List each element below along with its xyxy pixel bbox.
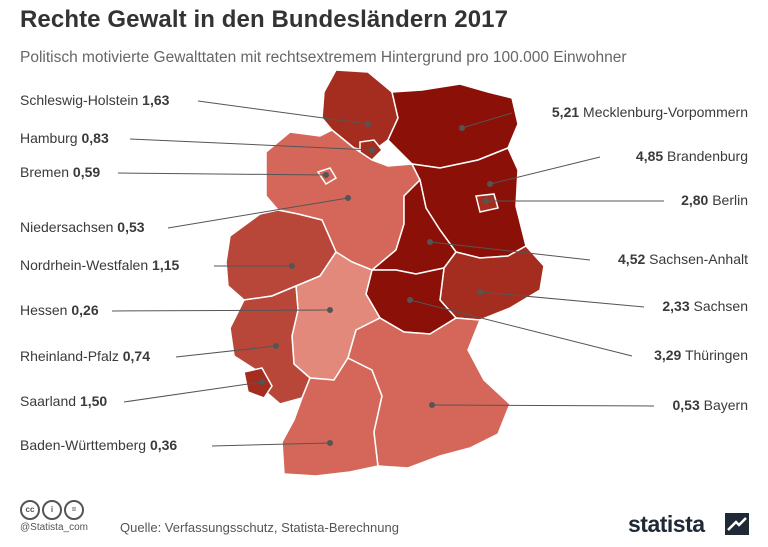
label-saarland: Saarland 1,50: [20, 393, 110, 409]
label-brandenburg: 4,85 Brandenburg: [632, 148, 748, 164]
label-sachsen: 2,33 Sachsen: [659, 298, 748, 314]
state-bayern: [347, 317, 511, 469]
label-sachsen-anhalt: 4,52 Sachsen-Anhalt: [615, 251, 748, 267]
statista-logo-icon: [725, 513, 749, 535]
label-bremen: Bremen 0,59: [20, 164, 103, 180]
chart-subtitle: Politisch motivierte Gewalttaten mit rec…: [20, 49, 627, 66]
label-nordrhein-westfalen: Nordrhein-Westfalen 1,15: [20, 257, 182, 273]
cc-attribution-icon[interactable]: i: [42, 500, 62, 520]
cc-license-icon[interactable]: cc: [20, 500, 40, 520]
label-berlin: 2,80 Berlin: [678, 192, 748, 208]
source-note: Quelle: Verfassungsschutz, Statista-Bere…: [120, 520, 399, 535]
label-hamburg: Hamburg 0,83: [20, 130, 111, 146]
chart-title: Rechte Gewalt in den Bundesländern 2017: [20, 6, 509, 33]
label-niedersachsen: Niedersachsen 0,53: [20, 219, 147, 235]
twitter-handle[interactable]: @Statista_com: [20, 522, 88, 533]
label-rheinland-pfalz: Rheinland-Pfalz 0,74: [20, 348, 152, 364]
statista-logo[interactable]: statista: [628, 511, 705, 537]
label-hessen: Hessen 0,26: [20, 302, 101, 318]
state-sachsen: [439, 245, 545, 321]
label-bayern: 0,53 Bayern: [669, 397, 748, 413]
label-mecklenburg-vorpommern: 5,21 Mecklenburg-Vorpommern: [548, 104, 748, 120]
label-schleswig-holstein: Schleswig-Holstein 1,63: [20, 92, 172, 108]
label-baden-wuerttemberg: Baden-Württemberg 0,36: [20, 437, 180, 453]
cc-noderivs-icon[interactable]: =: [64, 500, 84, 520]
label-thueringen: 3,29 Thüringen: [651, 347, 748, 363]
